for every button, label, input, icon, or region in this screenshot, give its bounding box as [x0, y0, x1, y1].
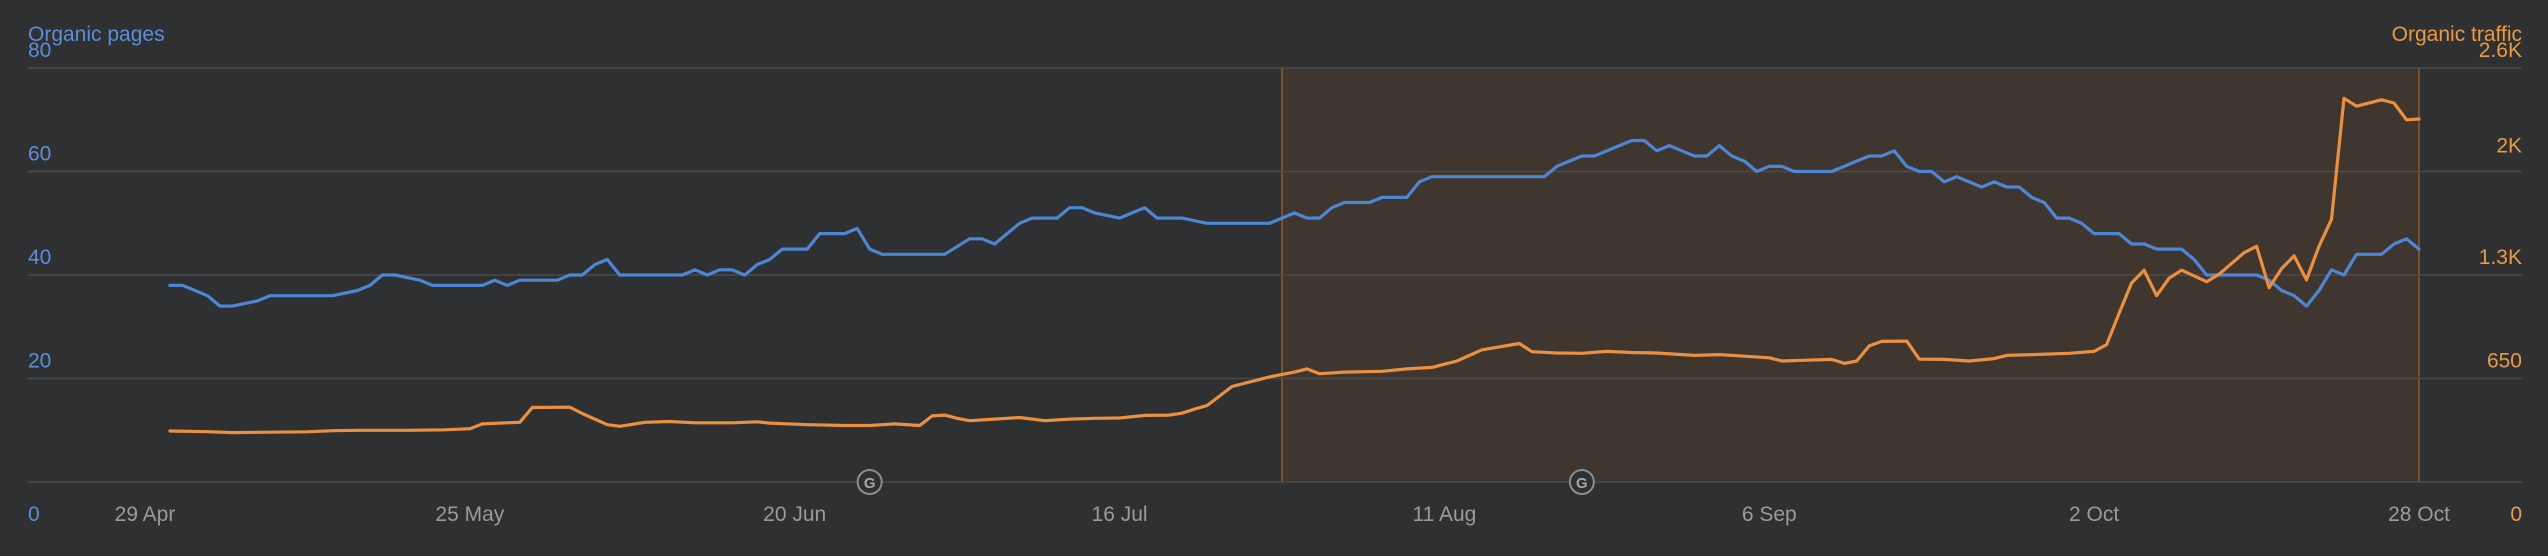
annotation-label: G [864, 475, 876, 492]
x-axis-tick: 28 Oct [2388, 503, 2450, 526]
series-layer [168, 96, 2421, 435]
organic-pages-line [168, 138, 2421, 308]
left-axis-tick: 80 [28, 39, 51, 62]
google-update-icon[interactable]: G [1568, 469, 1595, 495]
right-axis-tick: 2K [2496, 135, 2522, 158]
x-axis-tick: 16 Jul [1092, 503, 1148, 526]
x-axis-tick: 29 Apr [115, 503, 176, 526]
axis-layer: Organic pages Organic traffic 0 20 40 60 80 0… [28, 23, 2522, 526]
left-axis-tick: 60 [28, 143, 51, 166]
annotation-marker [1568, 469, 1595, 495]
x-axis-tick: 20 Jun [763, 503, 826, 526]
left-axis-tick: 0 [28, 503, 40, 526]
organic-traffic-line [168, 96, 2421, 435]
right-axis-title: Organic traffic [2392, 23, 2522, 46]
annotation-label: G [1576, 475, 1588, 492]
right-axis-tick: 1.3K [2479, 246, 2522, 269]
x-axis-tick: 11 Aug [1413, 503, 1477, 526]
x-axis-tick: 25 May [435, 503, 504, 526]
grid-layer [28, 67, 2522, 483]
left-axis-tick: 40 [28, 246, 51, 269]
google-update-icon[interactable]: G [856, 469, 883, 495]
right-axis-tick: 0 [2510, 503, 2522, 526]
x-axis-tick: 6 Sep [1742, 503, 1797, 526]
annotation-marker [856, 469, 883, 495]
right-axis-tick: 2.6K [2479, 39, 2522, 62]
x-axis-tick: 2 Oct [2069, 503, 2119, 526]
left-axis-tick: 20 [28, 350, 51, 373]
left-axis-title: Organic pages [28, 23, 165, 46]
right-axis-tick: 650 [2487, 350, 2522, 373]
